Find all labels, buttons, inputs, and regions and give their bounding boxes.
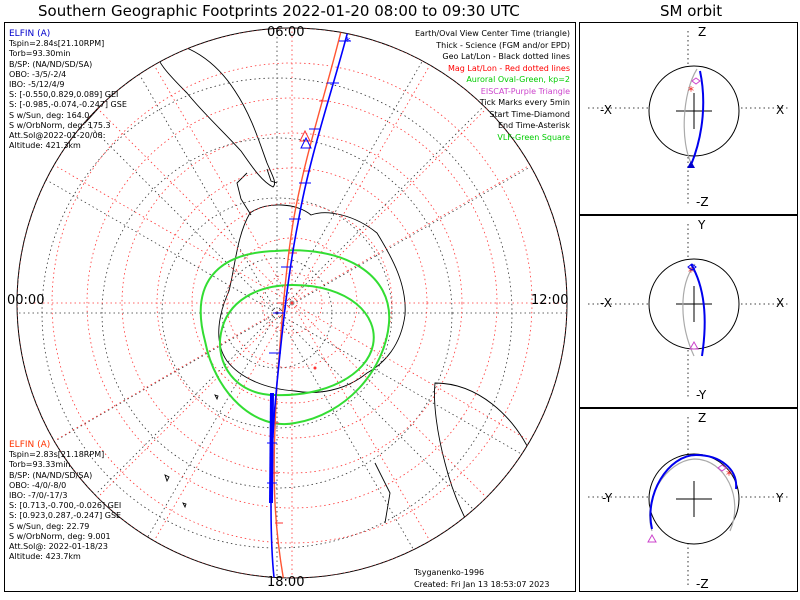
elfin-a-blue-info: ELFIN (A) Tspin=2.84s[21.10RPM] Torb=93.… xyxy=(9,29,127,151)
map-legend: Earth/Oval View Center Time (triangle) T… xyxy=(415,28,570,143)
legend-item: Tick Marks every 5min xyxy=(479,98,570,107)
sm-blue-orbit xyxy=(649,453,738,530)
info-line: S: [0.923,0.287,-0.247] GSE xyxy=(9,511,122,521)
model-label: Tsyganenko-1996 xyxy=(414,568,485,577)
sm-xz-top-label: Z xyxy=(698,25,707,39)
elfin-a-blue-track xyxy=(267,28,351,578)
info-line: Att.Sol@2022-01-20/08: xyxy=(9,131,106,141)
south-america-coast xyxy=(152,42,276,188)
clock-label-top: 06:00 xyxy=(267,25,305,40)
info-line: Torb=93.30min xyxy=(9,49,71,59)
sm-xy-bottom-label: -Y xyxy=(696,388,707,402)
info-line: Tspin=2.84s[21.10RPM] xyxy=(9,39,105,49)
sm-blue-orbit xyxy=(690,263,706,357)
sm-xy-top-label: Y xyxy=(698,218,706,232)
mag-grid xyxy=(17,28,567,578)
created-label: Created: Fri Jan 13 18:53:07 2023 xyxy=(414,580,550,589)
geo-pole-marker xyxy=(313,366,317,370)
sm-yz-top-label: Z xyxy=(698,411,707,425)
sm-red-orbit xyxy=(682,263,696,357)
elfin-a-blue-name: ELFIN (A) xyxy=(9,29,51,39)
elfin-a-red-name: ELFIN (A) xyxy=(9,440,51,450)
svg-text:*: * xyxy=(688,84,694,98)
track-markers: * xyxy=(289,35,351,370)
legend-item: EISCAT-Purple Triangle xyxy=(480,86,570,96)
info-line: OBO: -4/0/-8/0 xyxy=(9,480,67,490)
info-line: S: [-0.550,0.829,0.089] GEI xyxy=(9,90,119,100)
info-line: IBO: -5/12/4/9 xyxy=(9,80,65,90)
info-line: S: [-0.985,-0.074,-0.247] GSE xyxy=(9,100,127,110)
sm-panel-xy: * Y -Y -X X xyxy=(579,215,798,408)
info-line: B/SP: (NA/ND/SD/SA) xyxy=(9,59,93,69)
legend-item: Mag Lat/Lon - Red dotted lines xyxy=(447,63,570,73)
legend-item: VLF-Green Square xyxy=(497,132,570,142)
elfin-a-red-info: ELFIN (A) Tspin=2.83s[21.18RPM] Torb=93.… xyxy=(9,440,121,562)
info-line: Att.Sol@: 2022-01-18/23 xyxy=(9,542,108,552)
info-line: B/SP: (NA/ND/SD/SA) xyxy=(9,470,93,480)
sm-yz-left-label: -Y xyxy=(602,491,613,505)
sm-xz-right-label: X xyxy=(776,103,785,117)
info-line: S w/Sun, deg: 164.0 xyxy=(9,110,90,120)
info-line: Altitude: 423.7km xyxy=(9,552,81,562)
antarctic-peninsula xyxy=(236,172,252,216)
sm-panel-xz: * Z -Z -X X xyxy=(579,22,798,215)
sm-yz-right-label: Y xyxy=(776,491,784,505)
sm-red-orbit xyxy=(683,68,698,166)
sm-yz-bottom-label: -Z xyxy=(696,577,709,591)
legend-item: Auroral Oval-Green, kp=2 xyxy=(466,75,570,84)
info-line: Altitude: 421.3km xyxy=(9,141,81,151)
sm-xy-left-label: -X xyxy=(600,296,612,310)
sm-blue-orbit xyxy=(690,70,705,166)
sm-panel-xy-svg: * xyxy=(588,224,790,398)
legend-item: Thick - Science (FGM and/or EPD) xyxy=(436,40,570,50)
sm-panel-xz-svg: * xyxy=(588,31,790,205)
info-line: S w/Sun, deg: 22.79 xyxy=(9,521,90,531)
sm-xy-right-label: X xyxy=(776,296,785,310)
blue-end-asterisk: * xyxy=(345,35,351,48)
clock-label-bottom: 18:00 xyxy=(267,575,305,590)
info-line: S w/OrbNorm, deg: 175.3 xyxy=(9,120,111,130)
sm-panel-yz: * Z -Z -Y Y xyxy=(579,408,798,592)
clock-label-left: 00:00 xyxy=(7,293,45,308)
footprint-map: * 06:00 00:00 12:00 18:00 xyxy=(4,22,576,592)
info-line: Torb=93.33min xyxy=(9,460,71,470)
clock-label-right: 12:00 xyxy=(531,293,569,308)
info-line: Tspin=2.83s[21.18RPM] xyxy=(9,450,105,460)
legend-item: Geo Lat/Lon - Black dotted lines xyxy=(442,52,570,61)
footprint-map-svg: * xyxy=(16,27,568,579)
auroral-oval-outer xyxy=(199,249,391,426)
info-line: S: [0.713,-0.700,-0.026] GEI xyxy=(9,501,122,511)
info-line: S w/OrbNorm, deg: 9.001 xyxy=(9,531,111,541)
antarctica-coast xyxy=(218,204,406,393)
info-line: OBO: -3/5/-2/4 xyxy=(9,69,67,79)
sm-xz-bottom-label: -Z xyxy=(696,195,709,209)
legend-item: Earth/Oval View Center Time (triangle) xyxy=(414,29,570,38)
svg-text:*: * xyxy=(726,468,732,482)
sm-xz-left-label: -X xyxy=(600,103,612,117)
map-title: Southern Geographic Footprints 2022-01-2… xyxy=(38,2,520,20)
mag-pole-marker xyxy=(289,300,295,306)
sm-orbit-title: SM orbit xyxy=(660,2,723,20)
svg-text:*: * xyxy=(688,265,694,279)
blue-view-center-triangle xyxy=(300,136,312,149)
info-line: IBO: -7/0/-17/3 xyxy=(9,491,68,501)
legend-item: Start Time-Diamond xyxy=(489,109,570,119)
sm-panel-yz-svg: * xyxy=(588,417,790,585)
legend-item: End Time-Asterisk xyxy=(497,121,570,130)
